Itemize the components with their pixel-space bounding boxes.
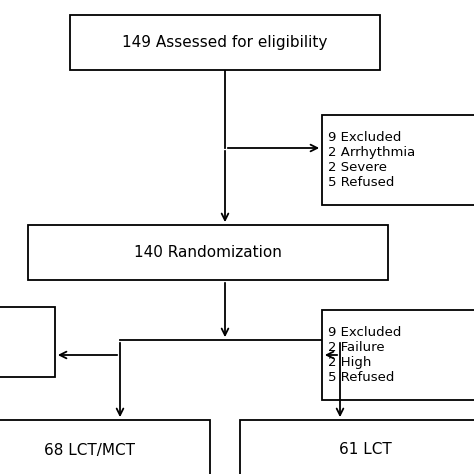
Text: 140 Randomization: 140 Randomization [134, 245, 282, 260]
Text: 149 Assessed for eligibility: 149 Assessed for eligibility [122, 35, 328, 50]
Bar [70, 15, 380, 70]
Text: 9 Excluded
2 Arrhythmia
2 Severe
5 Refused: 9 Excluded 2 Arrhythmia 2 Severe 5 Refus… [328, 131, 415, 189]
Text: 61 LCT: 61 LCT [338, 443, 392, 457]
Bar [28, 225, 388, 280]
Bar [0, 307, 55, 377]
Text: 9 Excluded
2 Failure
2 High
5 Refused: 9 Excluded 2 Failure 2 High 5 Refused [328, 326, 401, 384]
Text: 68 LCT/MCT: 68 LCT/MCT [45, 443, 136, 457]
Bar [0, 420, 210, 474]
Bar [322, 115, 474, 205]
Bar [240, 420, 474, 474]
Bar [322, 310, 474, 400]
